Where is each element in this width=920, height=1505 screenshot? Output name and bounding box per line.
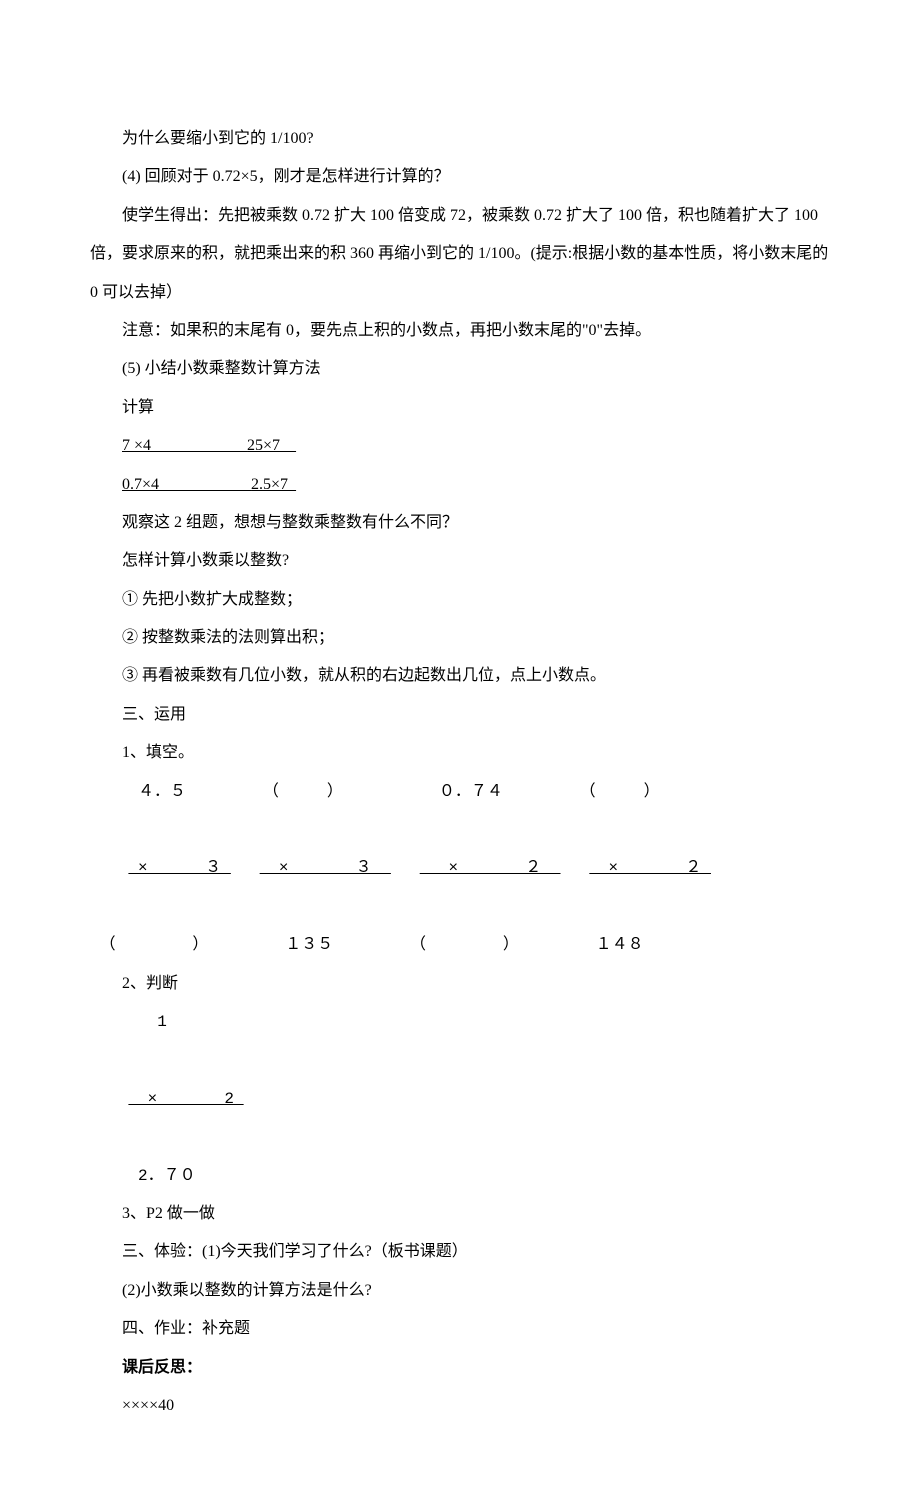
fill-row-1: ４．５ （ ） ０．７４ （ ） xyxy=(90,773,830,811)
paragraph: 1、填空。 xyxy=(90,734,830,772)
paragraph: 观察这 2 组题，想想与整数乘整数有什么不同？ xyxy=(90,504,830,542)
fill-row-3: （ ） １３５ （ ） １４８ xyxy=(90,926,830,964)
document-page: 为什么要缩小到它的 1/100? (4) 回顾对于 0.72×5，刚才是怎样进行… xyxy=(0,0,920,1505)
section-heading: 三、运用 xyxy=(90,696,830,734)
calc-1a: 7 ×4 xyxy=(122,437,247,454)
calc-2a: 0.7×4 xyxy=(122,476,251,493)
reflection-heading: 课后反思： xyxy=(90,1349,830,1387)
paragraph: ③ 再看被乘数有几位小数，就从积的右边起数出几位，点上小数点。 xyxy=(90,657,830,695)
judge-2: × 2 xyxy=(128,1090,243,1108)
judge-row-2: × 2 xyxy=(90,1041,830,1156)
paragraph: ××××40 xyxy=(90,1387,830,1425)
fill-2d: × ２ xyxy=(589,859,711,877)
paragraph: 三、体验：(1)今天我们学习了什么?（板书课题） xyxy=(90,1233,830,1271)
judge-row-3: 2．７０ xyxy=(90,1157,830,1195)
calc-2b: 2.5×7 xyxy=(251,476,296,493)
fill-2c: × ２ xyxy=(420,859,561,877)
calc-row-1: 7 ×4 25×7 xyxy=(90,427,830,465)
paragraph: 怎样计算小数乘以整数? xyxy=(90,542,830,580)
paragraph: 四、作业：补充题 xyxy=(90,1310,830,1348)
paragraph: 2、判断 xyxy=(90,965,830,1003)
fill-2b: × ３ xyxy=(260,859,391,877)
paragraph: 注意：如果积的末尾有 0，要先点上积的小数点，再把小数末尾的"0"去掉。 xyxy=(90,312,830,350)
paragraph: 使学生得出：先把被乘数 0.72 扩大 100 倍变成 72，被乘数 0.72 … xyxy=(90,197,830,312)
fill-row-2: × ３ × ３ × ２ × ２ xyxy=(90,811,830,926)
paragraph: (5) 小结小数乘整数计算方法 xyxy=(90,350,830,388)
paragraph: 为什么要缩小到它的 1/100? xyxy=(90,120,830,158)
calc-1b: 25×7 xyxy=(247,437,296,454)
paragraph: (2)小数乘以整数的计算方法是什么? xyxy=(90,1272,830,1310)
paragraph: ① 先把小数扩大成整数； xyxy=(90,581,830,619)
paragraph: (4) 回顾对于 0.72×5，刚才是怎样进行计算的？ xyxy=(90,158,830,196)
paragraph: 3、P2 做一做 xyxy=(90,1195,830,1233)
paragraph: 计算 xyxy=(90,389,830,427)
calc-row-2: 0.7×4 2.5×7 xyxy=(90,466,830,504)
paragraph: ② 按整数乘法的法则算出积； xyxy=(90,619,830,657)
fill-2a: × ３ xyxy=(128,859,230,877)
judge-row-1: 1 xyxy=(90,1003,830,1041)
